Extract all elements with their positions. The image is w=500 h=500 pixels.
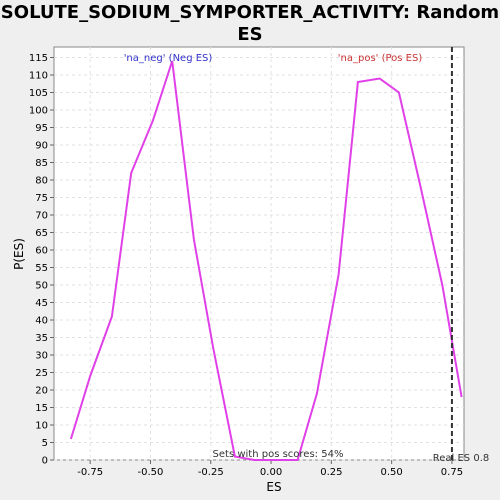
y-tick-label: 30 [35, 351, 48, 362]
es-distribution-line [69, 60, 463, 461]
y-tick-label: 15 [35, 403, 48, 414]
x-tick-label: 0.00 [260, 467, 282, 478]
y-tick-label: 115 [29, 53, 48, 64]
y-tick-label: 65 [35, 228, 48, 239]
y-axis-title: P(ES) [12, 238, 26, 270]
y-tick-label: 100 [29, 106, 48, 117]
x-tick-label: -0.75 [77, 467, 103, 478]
y-tick-label: 60 [35, 246, 48, 257]
y-tick-label: 10 [35, 421, 48, 432]
y-tick-label: 5 [42, 438, 48, 449]
y-tick-label: 20 [35, 386, 48, 397]
y-tick-label: 35 [35, 333, 48, 344]
neg-es-label: 'na_neg' (Neg ES) [124, 53, 213, 64]
y-tick-label: 55 [35, 263, 48, 274]
y-tick-label: 105 [29, 88, 48, 99]
y-tick-label: 90 [35, 141, 48, 152]
x-tick-label: 0.25 [320, 467, 342, 478]
grid [54, 47, 464, 461]
plot-area [53, 46, 465, 461]
x-axis-ticks: -0.75 -0.50 -0.25 0.00 0.25 0.50 0.75 [77, 460, 463, 478]
chart-title-line1: SOLUTE_SODIUM_SYMPORTER_ACTIVITY: Random… [0, 2, 500, 45]
x-tick-label: 0.50 [381, 467, 403, 478]
pos-scores-label: Sets with pos scores: 54% [213, 449, 344, 460]
y-tick-label: 50 [35, 281, 48, 292]
x-axis-title: ES [266, 480, 281, 494]
y-tick-label: 110 [29, 71, 48, 82]
y-tick-label: 95 [35, 123, 48, 134]
y-tick-label: 75 [35, 193, 48, 204]
pos-es-label: 'na_pos' (Pos ES) [338, 53, 423, 64]
y-tick-label: 40 [35, 316, 48, 327]
y-tick-label: 45 [35, 298, 48, 309]
x-tick-label: -0.25 [198, 467, 224, 478]
y-tick-label: 70 [35, 211, 48, 222]
y-axis-ticks: 0 5 10 15 20 25 30 35 40 45 50 55 60 65 70 75 80 85 90 95 10… [29, 53, 54, 467]
y-tick-label: 25 [35, 368, 48, 379]
real-es-label: Real ES 0.8 [433, 453, 489, 464]
x-tick-label: -0.50 [138, 467, 164, 478]
y-tick-label: 0 [42, 456, 48, 467]
y-tick-label: 85 [35, 158, 48, 169]
x-tick-label: 0.75 [441, 467, 463, 478]
y-tick-label: 80 [35, 176, 48, 187]
